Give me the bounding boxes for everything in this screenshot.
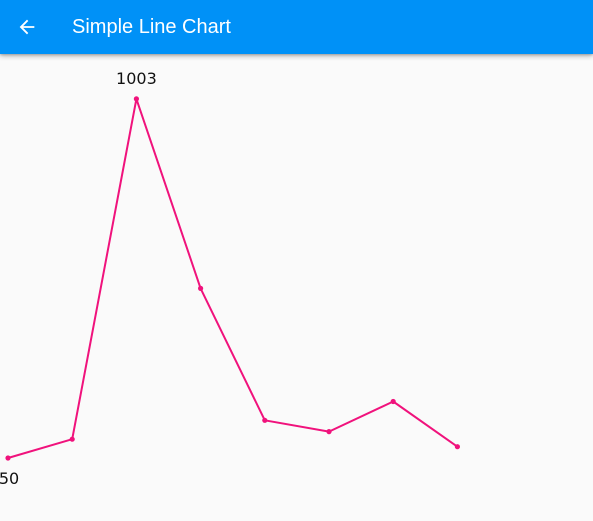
line-chart-area: 1003 50 [0,54,593,521]
arrow-left-icon [19,19,35,35]
data-point [326,429,332,435]
data-point [262,417,268,423]
line-chart: 1003 50 [0,69,460,488]
line-series [7,97,459,459]
data-point [133,96,139,102]
app-bar: Simple Line Chart [0,0,593,54]
data-label: 50 [0,469,19,488]
back-button[interactable] [8,7,48,47]
data-point [5,455,11,461]
data-points-layer [5,96,460,461]
data-point [454,444,460,450]
line-series-layer [7,97,459,459]
page-title: Simple Line Chart [72,16,231,38]
data-labels-layer: 1003 50 [0,69,157,488]
data-point [69,436,75,442]
data-point [390,398,396,405]
data-point [198,285,204,291]
data-label: 1003 [116,69,157,88]
